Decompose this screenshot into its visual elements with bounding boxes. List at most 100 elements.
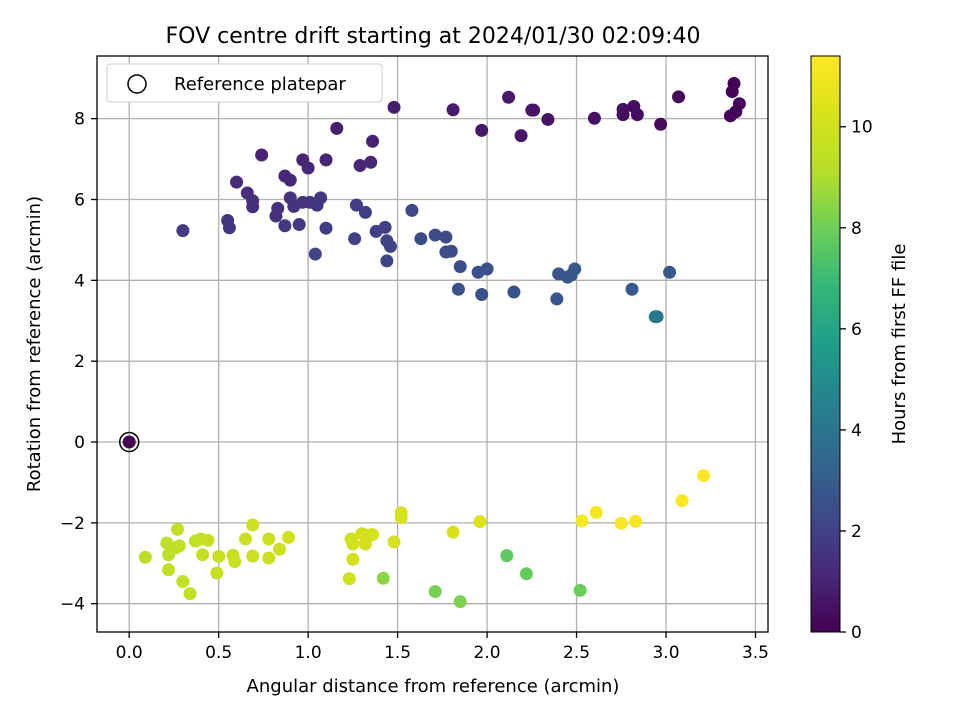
data-point [349, 198, 363, 212]
data-point [183, 587, 197, 601]
data-point [444, 244, 458, 258]
data-point [414, 232, 428, 246]
data-point [428, 585, 442, 599]
y-tick-label: 2 [74, 352, 85, 372]
data-point [627, 100, 641, 114]
colorbar-label: Hours from first FF file [889, 244, 910, 445]
data-point [550, 292, 564, 306]
colorbar-ticks: 0 2 4 6 8 10 [840, 118, 873, 643]
data-point [319, 221, 333, 235]
data-point [451, 282, 465, 296]
plot-frame [96, 55, 769, 633]
data-point [262, 551, 276, 565]
data-point [308, 247, 322, 261]
data-point [725, 85, 739, 99]
data-point [614, 516, 628, 530]
data-point [201, 533, 215, 547]
data-point [541, 112, 555, 126]
data-point [439, 230, 453, 244]
data-point [519, 567, 533, 581]
colorbar: 0 2 4 6 8 10 Hours from first FF file [810, 55, 910, 643]
y-tick-label: −2 [60, 514, 85, 534]
x-tick-label: 0.0 [116, 643, 143, 663]
data-point [453, 595, 467, 609]
data-point [500, 549, 514, 563]
data-point [366, 134, 380, 148]
data-point [314, 191, 328, 205]
data-point [292, 218, 306, 232]
axis-ticks: 0.0 0.5 1.0 1.5 2.0 2.5 3.0 3.5 −4 −2 0 2 4 6 8 [60, 110, 769, 663]
data-point [301, 161, 315, 175]
data-point [346, 537, 360, 551]
data-point [348, 232, 362, 246]
data-point [475, 287, 489, 301]
legend-marker [127, 74, 147, 94]
data-point [330, 121, 344, 135]
data-point [269, 209, 283, 223]
legend-entry: Reference platepar [174, 74, 346, 95]
data-point [587, 111, 601, 125]
data-point [697, 469, 711, 483]
x-tick-label: 3.5 [742, 643, 769, 663]
data-point [405, 203, 419, 217]
data-points [118, 76, 746, 609]
data-point [625, 282, 639, 296]
data-point [507, 285, 521, 299]
data-point [383, 239, 397, 253]
colorbar-gradient [810, 55, 841, 633]
data-point [387, 100, 401, 114]
data-point [387, 535, 401, 549]
data-point [380, 254, 394, 268]
data-point [342, 572, 356, 586]
data-point [589, 505, 603, 519]
y-tick-label: 0 [74, 433, 85, 453]
data-point [246, 518, 260, 532]
data-point [376, 571, 390, 585]
data-point [364, 155, 378, 169]
data-point [616, 102, 630, 116]
data-point [246, 549, 260, 563]
colorbar-tick-label: 10 [851, 118, 873, 138]
data-point [222, 221, 236, 235]
grid [97, 56, 768, 632]
x-tick-label: 0.5 [205, 643, 232, 663]
data-point [212, 549, 226, 563]
data-point [283, 173, 297, 187]
data-point [255, 148, 269, 162]
data-point [446, 525, 460, 539]
legend-box [106, 63, 383, 103]
data-point [228, 555, 242, 569]
data-point [394, 511, 408, 525]
chart-title: FOV centre drift starting at 2024/01/30 … [166, 24, 701, 49]
x-axis-label: Angular distance from reference (arcmin) [247, 676, 620, 697]
data-point [319, 153, 333, 167]
data-point [239, 532, 253, 546]
x-tick-label: 1.5 [384, 643, 411, 663]
data-point [171, 522, 185, 536]
data-point [514, 129, 528, 143]
y-tick-label: 4 [74, 271, 85, 291]
colorbar-tick-label: 6 [851, 320, 862, 340]
data-point [378, 220, 392, 234]
data-point [196, 548, 210, 562]
data-point [273, 542, 287, 556]
data-point [246, 200, 260, 214]
data-point [262, 532, 276, 546]
x-tick-label: 1.0 [295, 643, 322, 663]
y-tick-label: −4 [60, 595, 85, 615]
data-point [502, 90, 516, 104]
data-point [654, 117, 668, 131]
data-point [480, 262, 494, 276]
reference-point-ring [118, 431, 140, 453]
data-point [573, 583, 587, 597]
data-point [281, 530, 295, 544]
colorbar-tick-label: 2 [851, 522, 862, 542]
data-point [453, 260, 467, 274]
x-tick-label: 2.5 [563, 643, 590, 663]
data-point [138, 550, 152, 564]
data-point [723, 109, 737, 123]
data-point [162, 563, 176, 577]
data-point [629, 514, 643, 528]
